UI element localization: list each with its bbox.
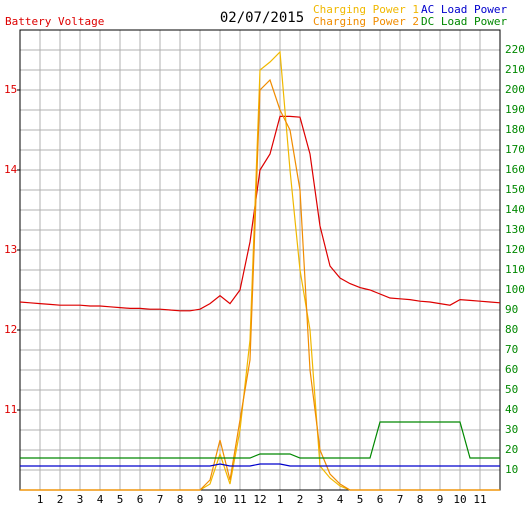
x-tick-label: 3 — [77, 493, 84, 506]
y2-tick-label: 140 — [505, 203, 525, 216]
y2-tick-label: 50 — [505, 383, 518, 396]
y2-tick-label: 30 — [505, 423, 518, 436]
x-tick-label: 5 — [357, 493, 364, 506]
x-tick-label: 3 — [317, 493, 324, 506]
x-tick-label: 8 — [417, 493, 424, 506]
y2-tick-label: 190 — [505, 103, 525, 116]
series-line — [20, 421, 500, 459]
y2-tick-label: 60 — [505, 363, 518, 376]
x-tick-label: 6 — [137, 493, 144, 506]
y2-tick-label: 120 — [505, 243, 525, 256]
x-tick-label: 5 — [117, 493, 124, 506]
y2-tick-label: 110 — [505, 263, 525, 276]
y2-tick-label: 100 — [505, 283, 525, 296]
series-line — [19, 115, 501, 312]
legend-label: Charging Power 2 — [313, 15, 419, 28]
x-tick-label: 10 — [213, 493, 226, 506]
y-tick-label: 11 — [4, 403, 17, 416]
y2-tick-label: 210 — [505, 63, 525, 76]
chart-title: 02/07/2015 — [220, 10, 304, 26]
y-tick-label: 14 — [4, 163, 18, 176]
y2-tick-label: 40 — [505, 403, 518, 416]
x-tick-label: 7 — [157, 493, 164, 506]
legend-label: DC Load Power — [421, 15, 507, 28]
x-tick-label: 11 — [473, 493, 486, 506]
x-tick-label: 4 — [97, 493, 104, 506]
x-tick-label: 2 — [297, 493, 304, 506]
y2-tick-label: 80 — [505, 323, 518, 336]
y-tick-label: 15 — [4, 83, 17, 96]
series-line — [20, 78, 500, 491]
y-tick-label: 12 — [4, 323, 17, 336]
x-tick-label: 9 — [197, 493, 204, 506]
y-axis-label: Battery Voltage — [5, 15, 104, 28]
y2-tick-label: 220 — [505, 43, 525, 56]
plot-border — [19, 29, 501, 491]
x-tick-label: 4 — [337, 493, 344, 506]
legend-label: Charging Power 1 — [313, 3, 419, 16]
x-tick-label: 9 — [437, 493, 444, 506]
y2-tick-label: 70 — [505, 343, 518, 356]
y2-tick-label: 170 — [505, 143, 525, 156]
y2-tick-label: 10 — [505, 463, 518, 476]
legend-label: AC Load Power — [421, 3, 507, 16]
x-tick-label: 2 — [57, 493, 64, 506]
x-tick-label: 6 — [377, 493, 384, 506]
y2-tick-label: 20 — [505, 443, 518, 456]
y2-tick-label: 160 — [505, 163, 525, 176]
x-tick-label: 11 — [233, 493, 246, 506]
x-tick-label: 7 — [397, 493, 404, 506]
series-line — [20, 463, 500, 467]
y2-tick-label: 90 — [505, 303, 518, 316]
x-tick-label: 1 — [37, 493, 44, 506]
y2-tick-label: 150 — [505, 183, 525, 196]
y2-tick-label: 200 — [505, 83, 525, 96]
x-tick-label: 8 — [177, 493, 184, 506]
x-tick-label: 1 — [277, 493, 284, 506]
x-tick-label: 10 — [453, 493, 466, 506]
x-tick-label: 12 — [253, 493, 266, 506]
y2-tick-label: 180 — [505, 123, 525, 136]
y-tick-label: 13 — [4, 243, 17, 256]
y2-tick-label: 130 — [505, 223, 525, 236]
